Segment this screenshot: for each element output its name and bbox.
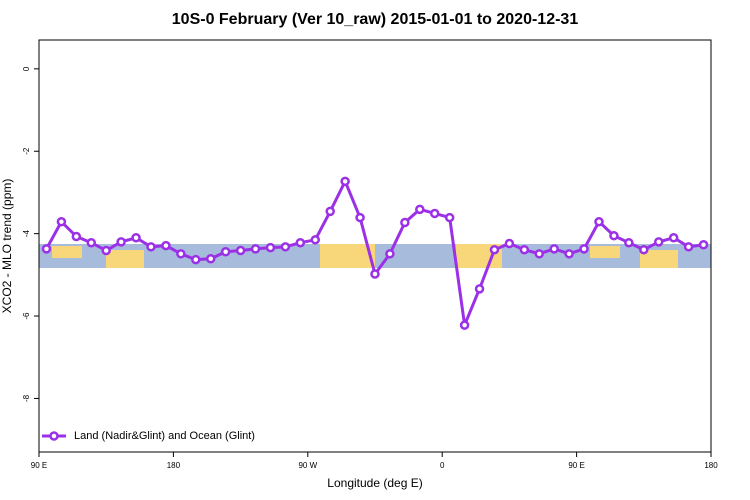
data-point (205, 254, 216, 264)
map-strip (39, 244, 711, 268)
x-tick-label: 90 W (298, 461, 317, 470)
data-point (71, 231, 82, 242)
data-point (220, 247, 231, 257)
data-point (41, 244, 52, 254)
legend-label: Land (Nadir&Glint) and Ocean (Glint) (74, 430, 255, 442)
data-point (653, 237, 664, 247)
data-point (295, 237, 306, 248)
data-point (250, 244, 261, 254)
plot-frame (38, 39, 712, 453)
legend-marker (49, 431, 59, 441)
data-point (444, 212, 455, 223)
data-point (146, 242, 156, 252)
chart-title: 10S-0 February (Ver 10_raw) 2015-01-01 t… (172, 11, 579, 28)
data-point (564, 249, 574, 259)
data-point (639, 244, 649, 255)
data-point (370, 269, 380, 279)
data-point (355, 212, 365, 223)
y-axis-label: XCO2 - MLO trend (ppm) (0, 179, 14, 314)
data-point (265, 242, 276, 253)
x-tick-label: 0 (440, 461, 445, 470)
data-point (579, 244, 589, 254)
data-point (161, 240, 171, 251)
y-tick-label: 0 (22, 66, 31, 71)
data-point (280, 242, 291, 252)
data-point (101, 245, 111, 256)
y-tick-label: -6 (22, 312, 31, 320)
data-point (385, 249, 395, 259)
data-point (459, 320, 470, 330)
data-point (400, 217, 410, 228)
data-point (668, 233, 679, 243)
data-point (415, 204, 425, 215)
data-point (474, 284, 485, 294)
data-point (429, 208, 440, 219)
data-point (489, 244, 500, 255)
data-point (325, 206, 335, 217)
data-point (594, 216, 604, 227)
data-point (176, 249, 186, 259)
data-point (534, 249, 545, 259)
data-point (549, 244, 559, 254)
x-tick-label: 90 E (568, 461, 584, 470)
data-point (340, 176, 350, 187)
data-point (131, 233, 141, 243)
x-axis-label: Longitude (deg E) (327, 476, 422, 490)
data-point (519, 244, 530, 255)
data-point (504, 238, 515, 249)
data-point (191, 254, 201, 265)
y-tick-label: -4 (22, 230, 31, 238)
x-tick-label: 180 (704, 461, 718, 470)
data-point (116, 237, 126, 247)
data-point (609, 230, 619, 241)
x-tick-label: 90 E (31, 461, 47, 470)
y-tick-label: -8 (22, 394, 31, 402)
data-point (56, 216, 67, 227)
data-point (235, 245, 246, 256)
data-point (310, 235, 321, 245)
data-point (698, 240, 709, 250)
data-point (86, 237, 97, 248)
data-point (624, 237, 634, 248)
y-tick-label: -2 (22, 147, 31, 155)
data-point (683, 242, 694, 252)
x-tick-label: 180 (167, 461, 181, 470)
